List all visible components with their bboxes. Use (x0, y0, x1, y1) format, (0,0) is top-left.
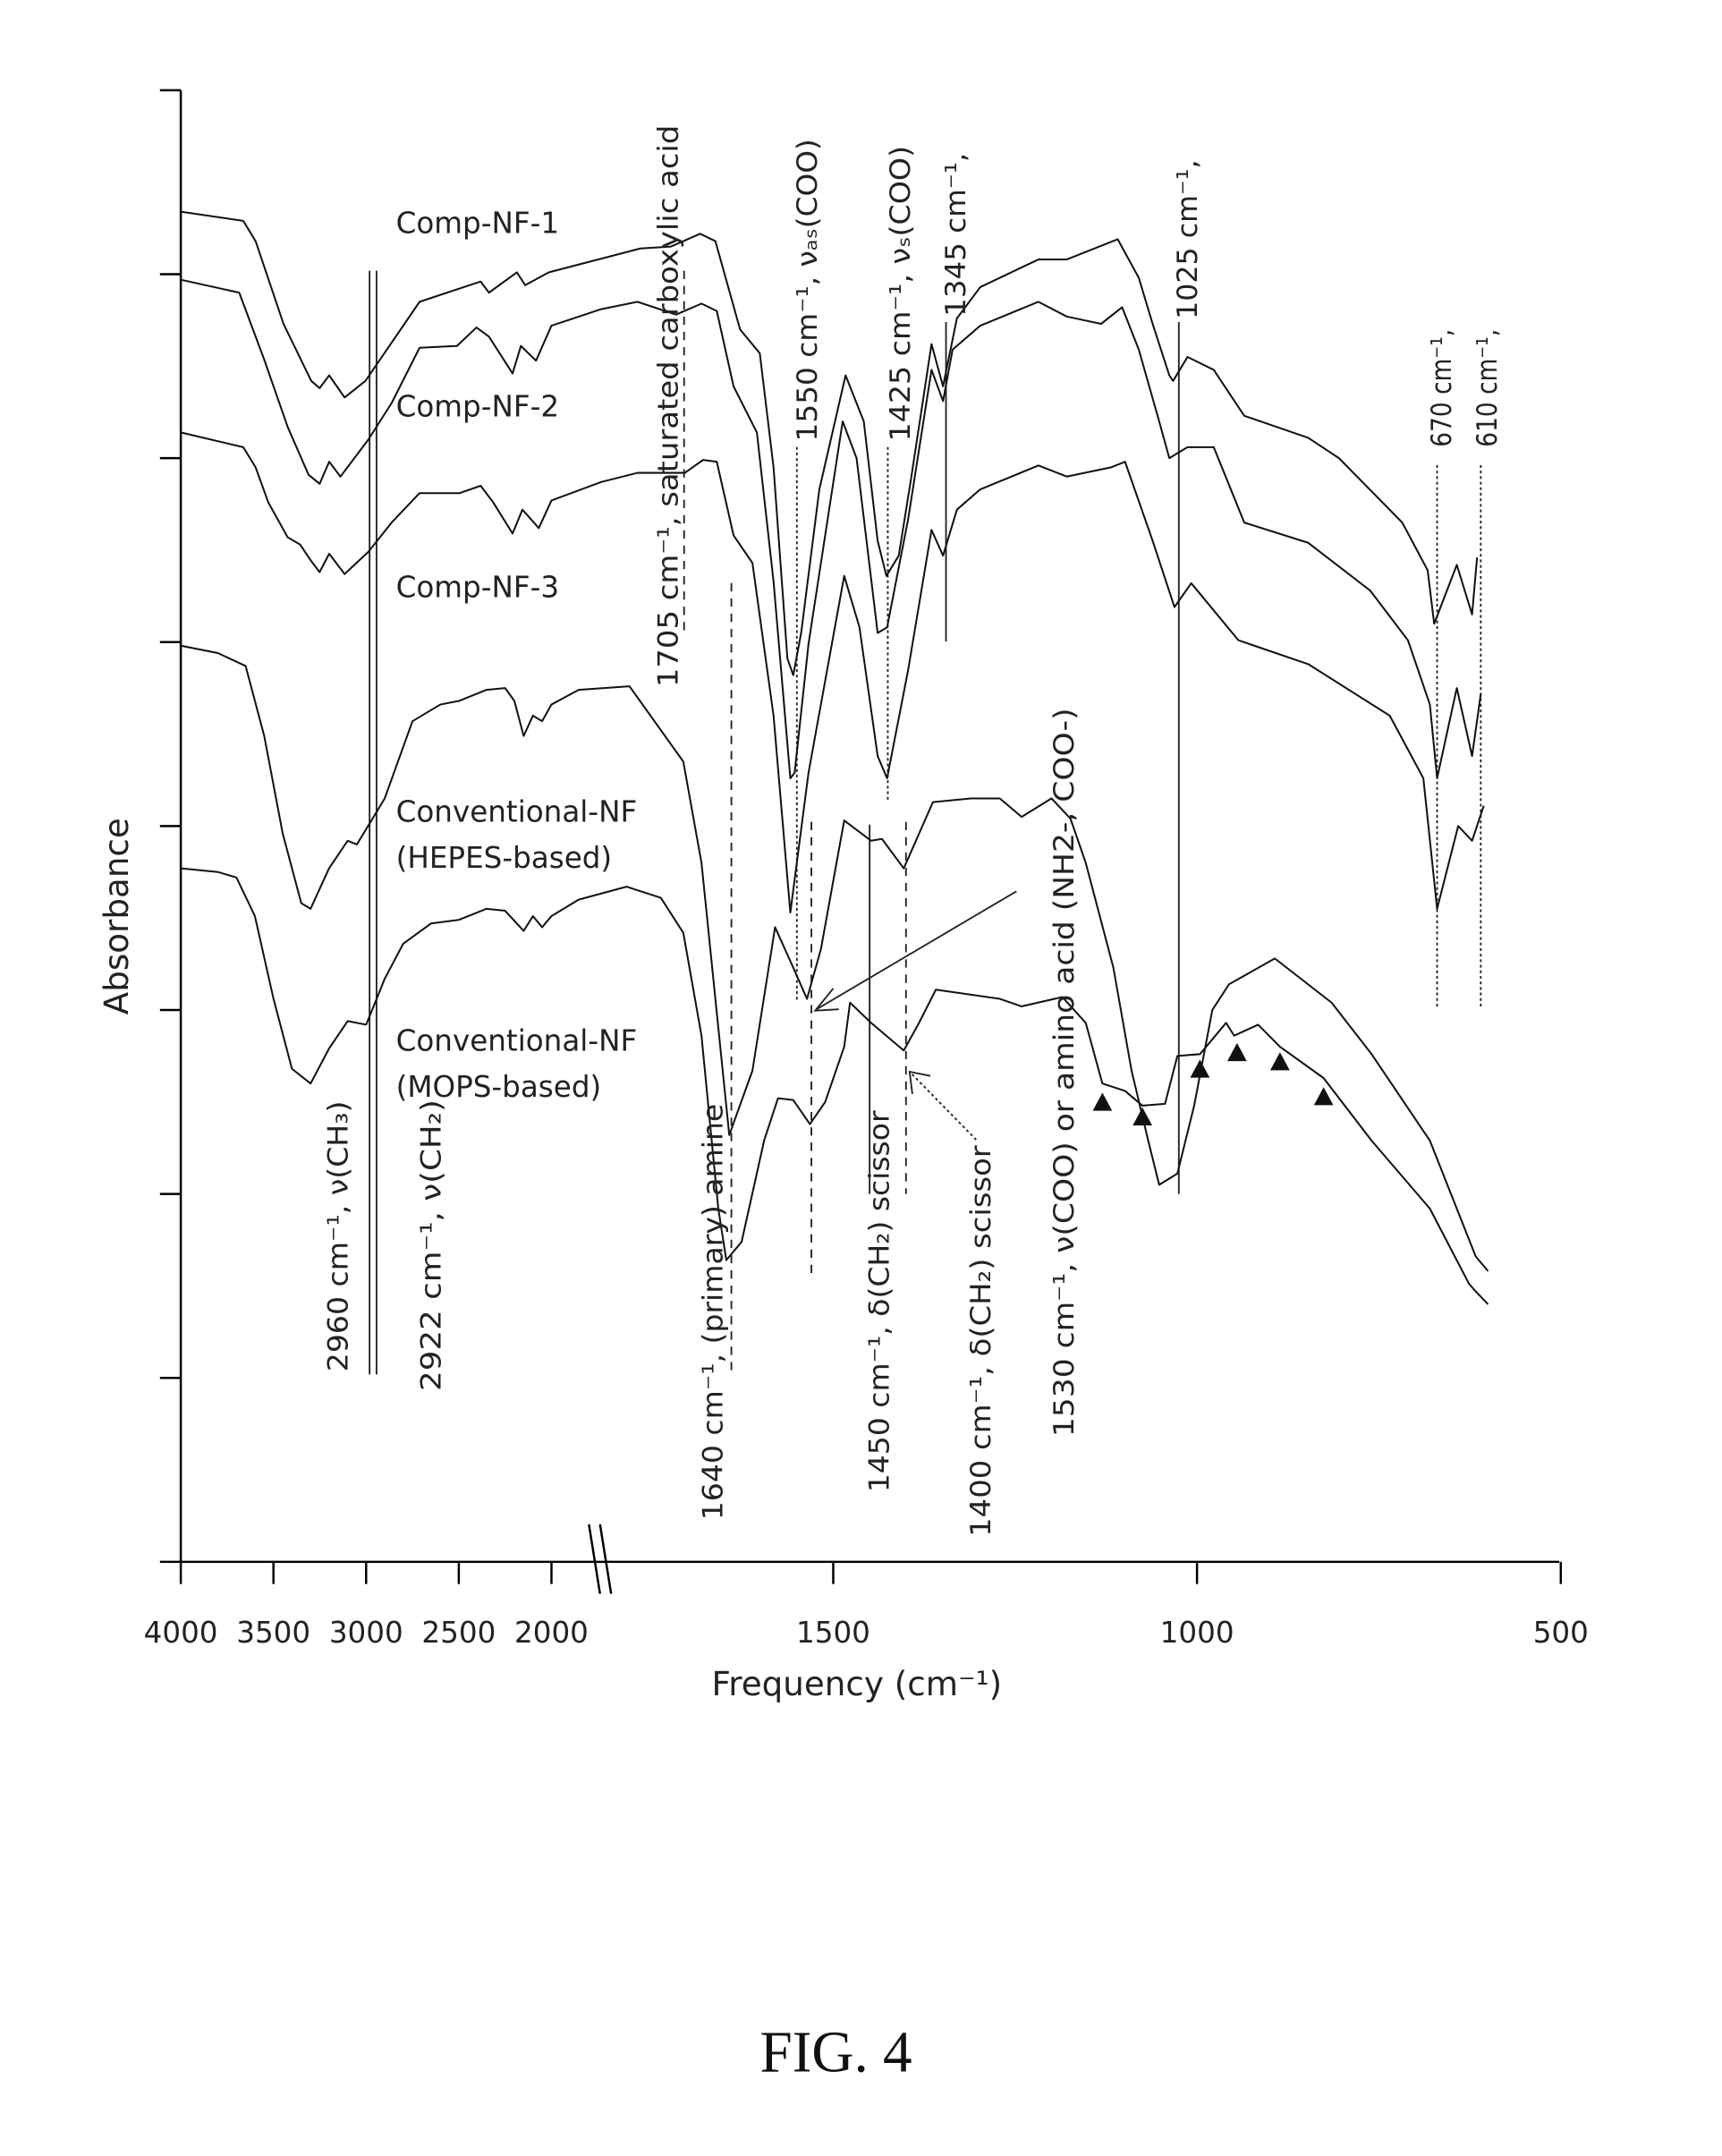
label-hepes-line1: Conventional-NF (396, 795, 638, 829)
label-hepes-line2: (HEPES-based) (396, 841, 613, 875)
spectrum-conventional-nf-hepes-based (180, 644, 1489, 1272)
arrow-1530-solid (816, 890, 1017, 1010)
figure-caption: FIG. 4 (759, 2020, 912, 2084)
spectrum-conventional-nf-mops-based (181, 867, 1489, 1305)
annotation-1530: 1530 cm⁻¹, ν(COO) or amino acid (NH2-, C… (1048, 708, 1081, 1437)
x-tick-label: 2500 (421, 1616, 496, 1650)
triangle-marker-icon (1313, 1087, 1334, 1106)
annotation-arrows (813, 890, 1017, 1141)
label-comp-nf-3: Comp-NF-3 (396, 570, 559, 604)
x-tick-label: 2000 (514, 1616, 589, 1650)
triangle-marker-icon (1226, 1042, 1247, 1062)
label-comp-nf-1: Comp-NF-1 (396, 207, 559, 241)
annotation-610: 610 cm⁻¹, (1472, 329, 1504, 447)
arrowhead-icon (908, 1070, 931, 1094)
annotation-1705: 1705 cm⁻¹, saturated carboxylic acid (653, 125, 685, 687)
annotation-670: 670 cm⁻¹, (1426, 329, 1458, 447)
y-axis-label: Absorbance (97, 818, 136, 1014)
triangle-markers (1092, 1042, 1334, 1126)
annotation-1025: 1025 cm⁻¹, (1172, 159, 1204, 318)
triangle-marker-icon (1269, 1052, 1290, 1071)
annotation-1400: 1400 cm⁻¹, δ(CH₂) scissor (965, 1145, 997, 1537)
arrow-1400-dotted (910, 1072, 977, 1141)
annotation-2922: 2922 cm⁻¹, ν(CH₂) (415, 1099, 447, 1391)
x-tick-label: 1000 (1160, 1616, 1234, 1650)
axis-break-mark (598, 1524, 613, 1594)
triangle-marker-icon (1190, 1059, 1210, 1078)
axis-break-mark (588, 1524, 601, 1594)
x-tick-label: 1500 (796, 1616, 870, 1650)
label-mops-line1: Conventional-NF (396, 1024, 638, 1058)
x-tick-label: 3000 (329, 1616, 403, 1650)
x-tick-label: 500 (1533, 1616, 1589, 1650)
triangle-marker-icon (1092, 1092, 1113, 1111)
annotation-1345: 1345 cm⁻¹, (940, 153, 972, 317)
annotation-1640: 1640 cm⁻¹, (primary) amine (697, 1104, 729, 1521)
x-tick-label: 3500 (236, 1616, 310, 1650)
triangle-marker-icon (1132, 1107, 1152, 1126)
x-axis-label: Frequency (cm⁻¹) (712, 1664, 1003, 1703)
arrowhead-icon (813, 988, 839, 1012)
spectrum-comp-nf-2 (180, 278, 1482, 779)
spectra-curves (180, 210, 1489, 1305)
x-ticks: 4000 3500 3000 2500 2000 1500 1000 500 (144, 1561, 1589, 1650)
annotation-1550: 1550 cm⁻¹, νₐₛ(COO) (792, 139, 824, 441)
spectrum-comp-nf-3 (180, 431, 1485, 914)
label-comp-nf-2: Comp-NF-2 (396, 390, 559, 424)
annotation-1425: 1425 cm⁻¹, νₛ(COO) (885, 146, 917, 442)
spectrum-comp-nf-1 (180, 210, 1479, 676)
annotation-1450: 1450 cm⁻¹, δ(CH₂) scissor (864, 1110, 896, 1492)
y-ticks (159, 89, 182, 1564)
annotation-2960: 2960 cm⁻¹, ν(CH₃) (322, 1101, 354, 1372)
label-mops-line2: (MOPS-based) (396, 1070, 602, 1104)
x-tick-label: 4000 (144, 1616, 218, 1650)
